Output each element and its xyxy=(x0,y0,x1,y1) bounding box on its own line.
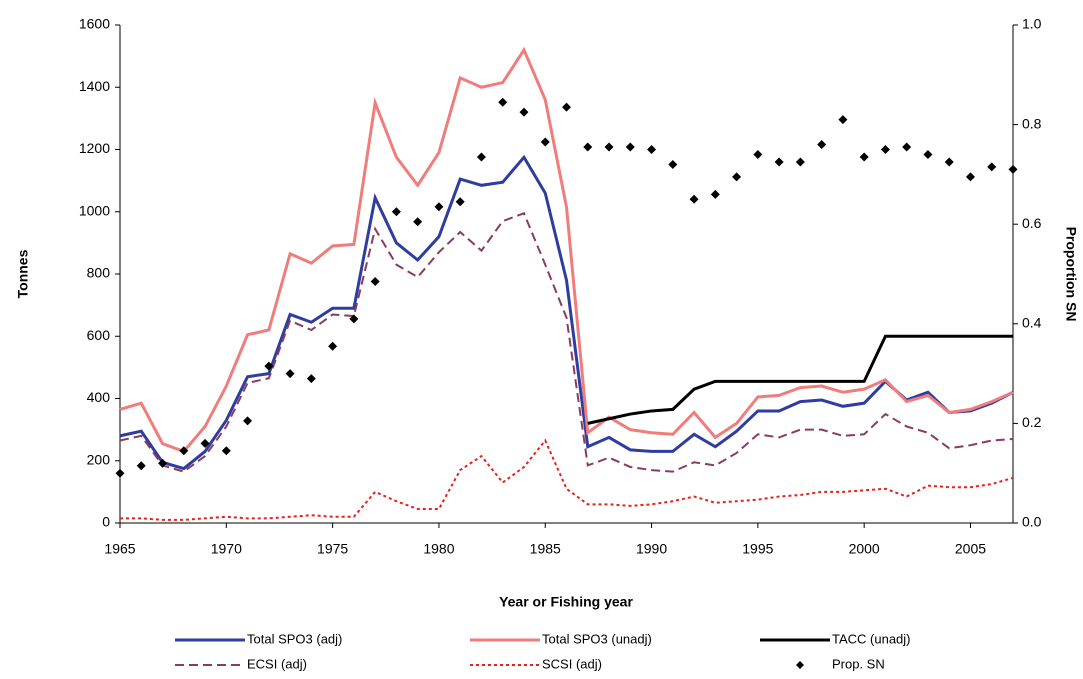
data-point xyxy=(1008,164,1018,174)
legend-label: Total SPO3 (unadj) xyxy=(542,631,652,646)
legend-label: TACC (unadj) xyxy=(832,631,911,646)
y-tick-label: 200 xyxy=(87,451,111,467)
data-point xyxy=(179,446,189,456)
x-tick-label: 2000 xyxy=(849,541,880,557)
series-line xyxy=(120,438,1014,521)
data-point xyxy=(476,152,486,162)
data-point xyxy=(306,374,316,384)
data-point xyxy=(668,159,678,169)
x-axis-title: Year or Fishing year xyxy=(499,594,633,610)
y-tick-label: 600 xyxy=(87,327,111,343)
data-point xyxy=(136,461,146,471)
data-point xyxy=(243,416,253,426)
y-tick-label: 0 xyxy=(102,514,110,530)
series-line xyxy=(119,46,1014,454)
data-point xyxy=(115,468,125,478)
x-tick-label: 1985 xyxy=(530,541,561,557)
data-point xyxy=(583,142,593,152)
data-point xyxy=(965,172,975,182)
legend-label: Total SPO3 (adj) xyxy=(247,631,342,646)
data-point xyxy=(285,369,295,379)
data-point xyxy=(562,102,571,112)
data-point xyxy=(732,172,742,182)
x-tick-label: 1980 xyxy=(423,541,454,557)
y-tick-label: 1600 xyxy=(79,16,110,32)
data-point xyxy=(710,189,720,199)
data-point xyxy=(413,217,423,227)
x-tick-label: 1975 xyxy=(317,541,348,557)
data-point xyxy=(859,152,869,162)
series-line xyxy=(587,334,1013,425)
y-tick-label: 800 xyxy=(87,265,111,281)
data-point xyxy=(880,145,890,154)
data-point xyxy=(498,97,508,107)
data-point xyxy=(795,157,805,167)
data-point xyxy=(540,137,550,147)
y2-axis-title: Proportion SN xyxy=(1063,227,1079,322)
data-point xyxy=(647,145,657,154)
data-point xyxy=(519,107,529,117)
y-tick-label: 1000 xyxy=(79,202,110,218)
y2-tick-label: 0.0 xyxy=(1022,514,1042,530)
data-point xyxy=(604,142,614,152)
data-point xyxy=(221,446,231,456)
y-tick-label: 1200 xyxy=(79,140,110,156)
data-point xyxy=(923,149,933,159)
data-point xyxy=(370,276,380,286)
data-point xyxy=(158,458,168,468)
data-point xyxy=(200,438,210,448)
data-point xyxy=(391,207,401,217)
x-tick-label: 1995 xyxy=(742,541,773,557)
series-line xyxy=(119,154,1014,471)
data-point xyxy=(902,142,912,152)
data-point xyxy=(689,194,699,204)
y-axis-title: Tonnes xyxy=(15,249,31,298)
y2-tick-label: 1.0 xyxy=(1022,16,1042,32)
legend-label: ECSI (adj) xyxy=(247,656,307,671)
legend-label: SCSI (adj) xyxy=(542,656,602,671)
data-point xyxy=(455,197,465,207)
data-point xyxy=(774,157,784,167)
data-point xyxy=(349,314,359,324)
legend-label: Prop. SN xyxy=(832,656,885,671)
x-tick-label: 2005 xyxy=(955,541,986,557)
y2-tick-label: 0.6 xyxy=(1022,215,1042,231)
data-point xyxy=(264,361,274,371)
x-tick-label: 1965 xyxy=(104,541,135,557)
data-point xyxy=(625,142,635,152)
data-point xyxy=(753,149,763,159)
series-line xyxy=(119,212,1014,473)
data-point xyxy=(987,162,997,172)
data-point xyxy=(817,140,827,150)
x-tick-label: 1970 xyxy=(211,541,242,557)
y-tick-label: 400 xyxy=(87,389,111,405)
data-point xyxy=(944,157,954,167)
y-tick-label: 1400 xyxy=(79,78,110,94)
y2-tick-label: 0.2 xyxy=(1022,414,1042,430)
y2-tick-label: 0.8 xyxy=(1022,115,1042,131)
data-point xyxy=(434,202,444,212)
y2-tick-label: 0.4 xyxy=(1022,315,1042,331)
x-tick-label: 1990 xyxy=(636,541,667,557)
data-point xyxy=(328,341,338,351)
data-point xyxy=(838,115,848,125)
legend-swatch xyxy=(796,661,804,669)
